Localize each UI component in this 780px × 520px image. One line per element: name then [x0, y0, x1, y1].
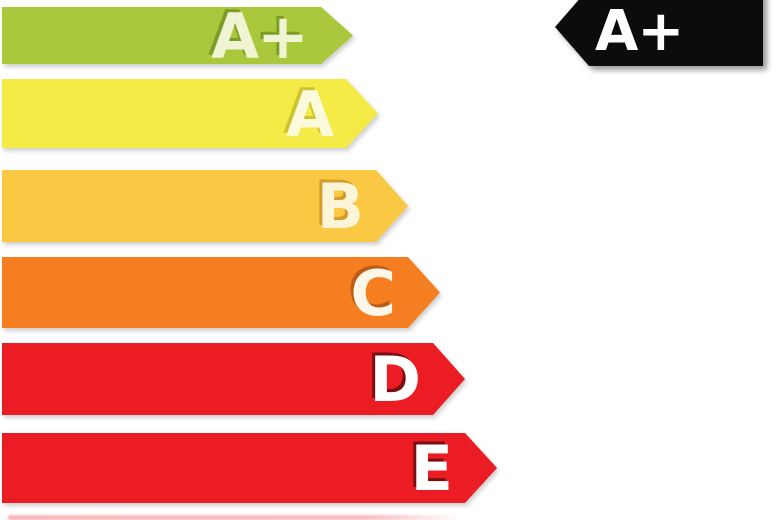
rating-arrow-shape: C: [2, 257, 440, 328]
rating-bar-a-plus: A+: [2, 7, 353, 64]
rating-letter: A+: [211, 0, 307, 73]
current-rating-value: A+: [595, 0, 684, 64]
rating-bar-c: C: [2, 257, 440, 328]
cutoff-next-bar-edge: [8, 515, 460, 520]
current-rating-pointer-shape: A+: [555, 0, 763, 66]
rating-bar-d: D: [2, 343, 465, 415]
rating-letter: C: [350, 256, 394, 330]
rating-letter: A: [286, 77, 332, 151]
rating-letter: E: [410, 432, 451, 505]
rating-bar-e: E: [2, 433, 497, 503]
rating-bar-a: A: [2, 79, 378, 148]
rating-arrow-shape: D: [2, 343, 465, 415]
rating-letter: D: [369, 343, 419, 416]
current-rating-pointer: A+: [555, 0, 763, 66]
rating-arrow-shape: A: [2, 79, 378, 148]
rating-letter: B: [316, 170, 362, 243]
rating-arrow-shape: B: [2, 170, 408, 242]
rating-arrow-shape: E: [2, 433, 497, 503]
rating-bar-b: B: [2, 170, 408, 242]
rating-arrow-shape: A+: [2, 7, 353, 64]
